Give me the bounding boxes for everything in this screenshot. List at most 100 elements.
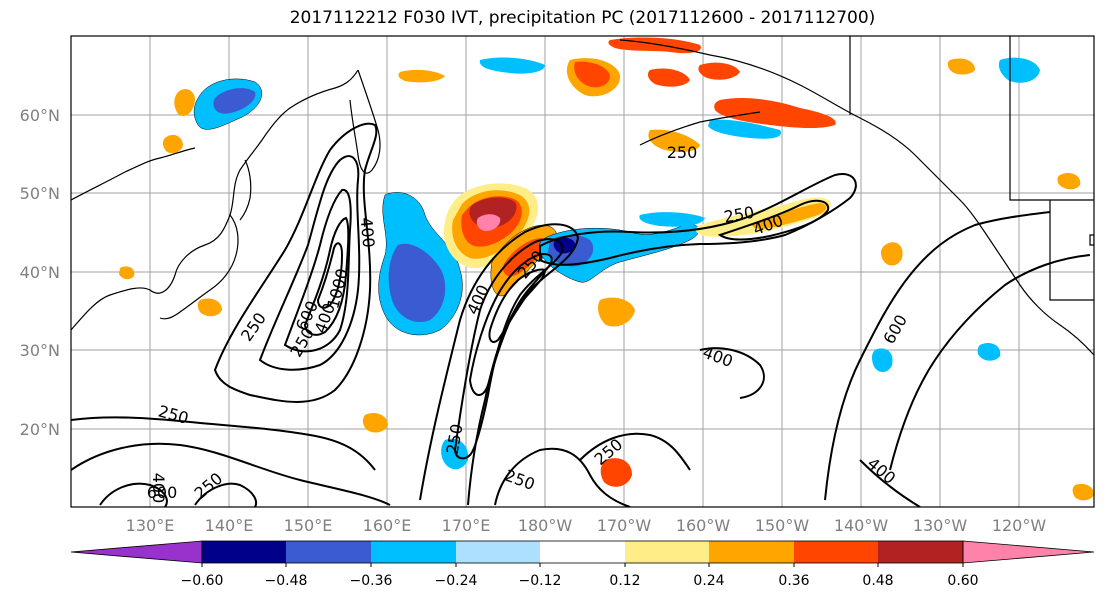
colorbar-segment xyxy=(625,541,709,563)
precip-blob xyxy=(600,458,632,487)
contour-label: 250 xyxy=(667,143,698,162)
ivt-contour xyxy=(71,416,376,471)
ivt-contour xyxy=(258,155,361,371)
ivt-contour xyxy=(859,459,921,507)
colorbar-outline xyxy=(201,540,964,564)
lon-label: 170°E xyxy=(442,516,491,535)
lon-label: 180°W xyxy=(518,516,573,535)
country-border xyxy=(1009,36,1094,201)
precip-blob xyxy=(639,212,705,227)
ivt-contour xyxy=(316,242,344,309)
precip-blob xyxy=(398,69,445,83)
lat-label: 30°N xyxy=(20,341,60,360)
ivt-contour xyxy=(419,223,580,506)
precip-blob xyxy=(479,57,545,74)
lon-label: 160°E xyxy=(363,516,412,535)
colorbar-tick-label: 0.24 xyxy=(693,573,724,589)
precip-blob xyxy=(503,238,546,277)
precip-shading xyxy=(119,37,1094,501)
colorbar-tick-label: −0.48 xyxy=(265,573,308,589)
coastline-asia xyxy=(71,147,196,201)
ivt-contour xyxy=(213,122,378,403)
colorbar-tick-label: 0.48 xyxy=(862,573,893,589)
precip-blob xyxy=(388,243,446,322)
colorbar-segment xyxy=(540,541,625,563)
ivt-contour xyxy=(71,442,391,506)
colorbar-segment xyxy=(371,541,456,563)
precip-blob xyxy=(174,89,195,117)
ivt-contours xyxy=(71,122,1091,507)
ivt-contour xyxy=(468,253,553,396)
precip-blob xyxy=(574,61,610,88)
lat-label: 60°N xyxy=(20,106,60,125)
colorbar-extend-low xyxy=(70,540,203,564)
ivt-contour xyxy=(824,211,1051,501)
ivt-contour xyxy=(699,347,765,399)
ivt-contour xyxy=(717,199,830,241)
island xyxy=(1089,234,1094,246)
lon-label: 150°E xyxy=(284,516,333,535)
colorbar-tick-label: 0.36 xyxy=(778,573,809,589)
precip-blob xyxy=(213,88,256,114)
country-border xyxy=(1049,200,1094,301)
ivt-contour xyxy=(283,188,352,353)
lon-label: 130°W xyxy=(913,516,968,535)
colorbar-segment xyxy=(202,541,286,563)
lon-label: 120°W xyxy=(992,516,1047,535)
coastline-alaska xyxy=(639,111,761,146)
lon-label: 150°W xyxy=(755,516,810,535)
colorbar-tick-label: −0.12 xyxy=(519,573,562,589)
coastline-japan xyxy=(239,159,252,221)
lon-label: 140°E xyxy=(205,516,254,535)
lat-label: 40°N xyxy=(20,263,60,282)
coastline-japan xyxy=(159,214,239,320)
coastline-kamchatka xyxy=(349,69,381,174)
precip-blob xyxy=(998,57,1040,83)
precip-blob xyxy=(714,97,836,129)
lon-label: 140°W xyxy=(834,516,889,535)
precip-blob xyxy=(881,242,903,266)
ivt-contour xyxy=(539,173,857,266)
precip-blob xyxy=(441,438,469,470)
lon-label: 130°E xyxy=(126,516,175,535)
precip-blob xyxy=(476,214,501,232)
precip-blob xyxy=(698,62,740,80)
precip-blob xyxy=(197,298,222,317)
lat-label: 50°N xyxy=(20,184,60,203)
colorbar-segment xyxy=(286,541,371,563)
colorbar-segment xyxy=(878,541,963,563)
figure-title: 2017112212 F030 IVT, precipitation PC (2… xyxy=(289,8,876,28)
ivt-contour xyxy=(579,432,691,471)
precip-blob xyxy=(647,68,690,87)
precip-blob xyxy=(977,343,1001,361)
precip-blob xyxy=(119,266,135,280)
ivt-contour xyxy=(488,268,547,343)
precip-blob xyxy=(1057,173,1081,190)
coastline-alaska xyxy=(619,39,1094,356)
coastlines xyxy=(71,36,1094,356)
ivt-contour xyxy=(889,254,1091,471)
precip-blob xyxy=(871,348,893,373)
colorbar-segment xyxy=(709,541,794,563)
ivt-contour xyxy=(194,482,258,507)
precip-blob xyxy=(162,134,183,154)
precip-blob xyxy=(708,119,781,139)
lat-label: 20°N xyxy=(20,420,60,439)
colorbar-extend-high xyxy=(962,540,1095,564)
colorbar-tick-label: −0.24 xyxy=(435,573,478,589)
map-frame xyxy=(70,35,1095,508)
lon-label: 160°W xyxy=(676,516,731,535)
colorbar-tick-label: −0.60 xyxy=(181,573,224,589)
ivt-contour xyxy=(494,447,631,507)
ivt-contour xyxy=(303,216,350,336)
precip-blob xyxy=(362,413,388,433)
lon-label: 170°W xyxy=(597,516,652,535)
colorbar-tick-label: 0.12 xyxy=(609,573,640,589)
contour-label: 400 xyxy=(357,216,379,248)
colorbar: −0.60 −0.48 −0.36 −0.24 −0.12 0.12 0.24 0.36 0.4… xyxy=(70,540,1095,589)
precip-blob xyxy=(752,203,827,229)
ivt-contour xyxy=(99,482,168,507)
colorbar-tick-label: −0.36 xyxy=(350,573,393,589)
colorbar-segment xyxy=(456,541,540,563)
